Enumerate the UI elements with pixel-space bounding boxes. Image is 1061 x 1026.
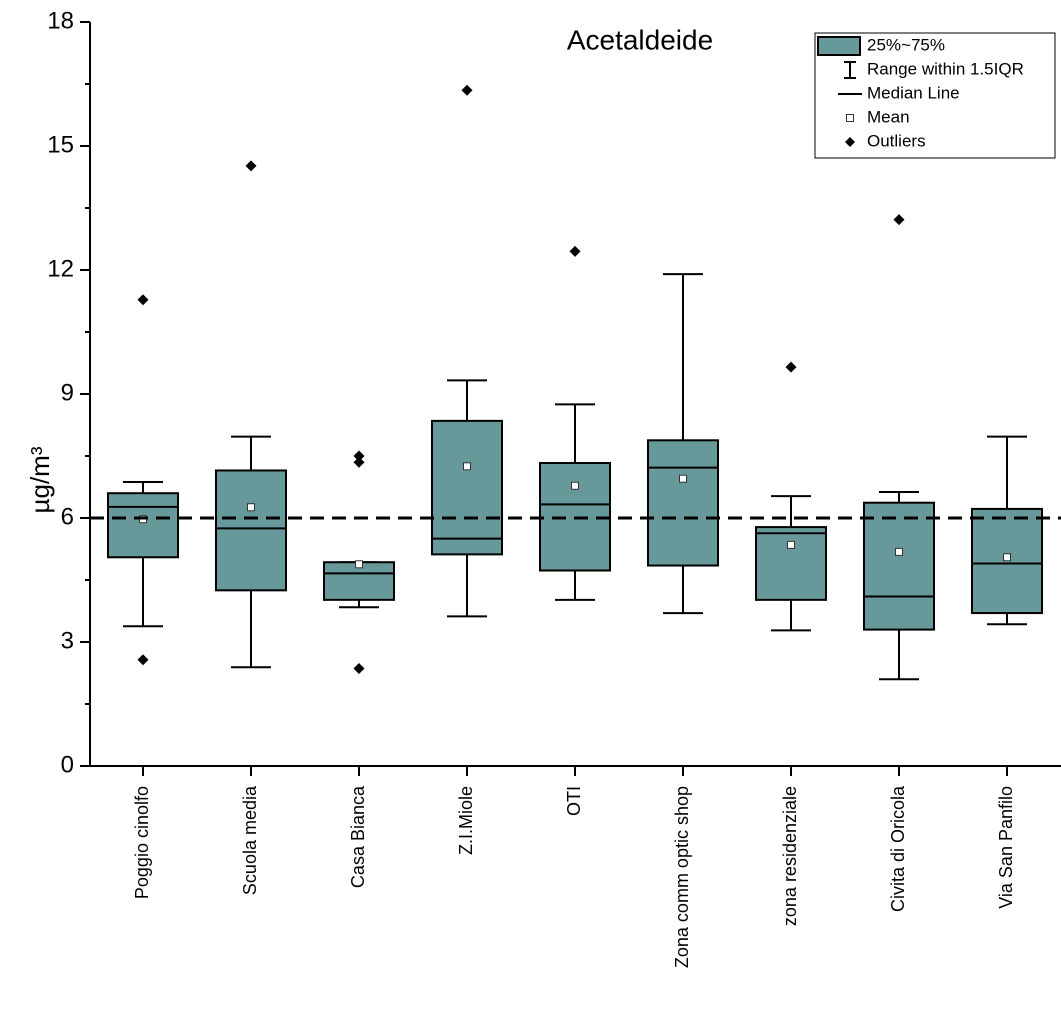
legend-outlier xyxy=(845,137,855,147)
x-tick-label: zona residenziale xyxy=(780,786,800,926)
x-tick-label: Scuola media xyxy=(240,785,260,895)
x-tick-label: Zona comm optic shop xyxy=(672,786,692,968)
y-tick-label: 12 xyxy=(47,255,74,282)
y-tick-label: 9 xyxy=(61,379,74,406)
y-tick-label: 18 xyxy=(47,7,74,34)
mean-marker xyxy=(571,481,579,490)
y-tick-label: 6 xyxy=(61,503,74,530)
mean-marker xyxy=(247,503,255,512)
x-tick-label: OTI xyxy=(564,786,584,816)
outlier xyxy=(893,214,905,226)
box xyxy=(755,526,827,601)
legend-label: Outliers xyxy=(867,131,926,150)
x-tick-label: Poggio cinolfo xyxy=(132,786,152,899)
mean-marker xyxy=(787,540,795,549)
legend-swatch xyxy=(817,36,861,56)
box xyxy=(215,469,287,592)
y-tick-label: 15 xyxy=(47,131,74,158)
x-tick-label: Via San Panfilo xyxy=(996,786,1016,909)
y-tick-label: 3 xyxy=(61,627,74,654)
legend-label: Median Line xyxy=(867,83,960,102)
outlier xyxy=(569,245,581,257)
outlier xyxy=(137,654,149,666)
box xyxy=(647,439,719,567)
outlier xyxy=(353,450,365,462)
box xyxy=(107,492,179,559)
mean-marker xyxy=(463,462,471,471)
outlier xyxy=(137,294,149,306)
x-tick-label: Z.I.Miole xyxy=(456,786,476,855)
chart-title: Acetaldeide xyxy=(567,24,713,55)
y-axis-label: µg/m³ xyxy=(25,446,55,513)
outlier xyxy=(353,456,365,468)
mean-marker xyxy=(355,560,363,569)
mean-marker xyxy=(895,547,903,556)
x-tick-label: Casa Bianca xyxy=(348,785,368,888)
outlier xyxy=(245,160,257,172)
box xyxy=(431,419,503,556)
y-tick-label: 0 xyxy=(61,751,74,778)
x-tick-label: Civita di Oricola xyxy=(888,785,908,912)
mean-marker xyxy=(1003,553,1011,562)
outlier xyxy=(785,361,797,373)
legend-label: Range within 1.5IQR xyxy=(867,59,1024,78)
legend-label: 25%~75% xyxy=(867,35,945,54)
legend-mean xyxy=(846,114,854,122)
outlier xyxy=(461,84,473,96)
mean-marker xyxy=(679,474,687,483)
box xyxy=(863,501,935,631)
legend-label: Mean xyxy=(867,107,910,126)
outlier xyxy=(353,662,365,674)
